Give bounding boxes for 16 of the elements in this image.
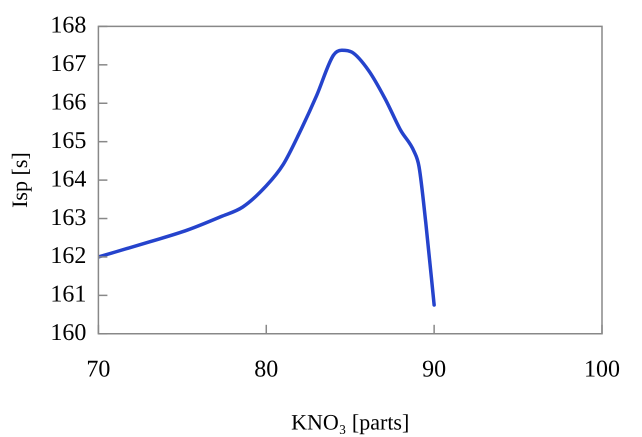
- y-tick-label: 166: [50, 90, 86, 116]
- x-tick-label: 90: [422, 356, 446, 382]
- y-tick-label: 168: [50, 12, 86, 39]
- x-axis-title: KNO₃ [parts]: [291, 410, 410, 435]
- y-tick-label: 161: [50, 282, 86, 308]
- x-tick-label: 100: [584, 356, 620, 382]
- x-tick-label: 70: [86, 356, 110, 382]
- y-tick-label: 164: [50, 166, 86, 192]
- x-tick-label: 80: [254, 356, 278, 382]
- y-tick-label: 160: [50, 320, 86, 346]
- y-tick-label: 165: [50, 128, 86, 154]
- y-axis-title: Isp [s]: [6, 152, 32, 208]
- y-tick-label: 163: [50, 204, 86, 231]
- y-tick-label: 162: [50, 243, 86, 270]
- y-tick-label: 167: [50, 51, 86, 78]
- line-series: [98, 48, 436, 307]
